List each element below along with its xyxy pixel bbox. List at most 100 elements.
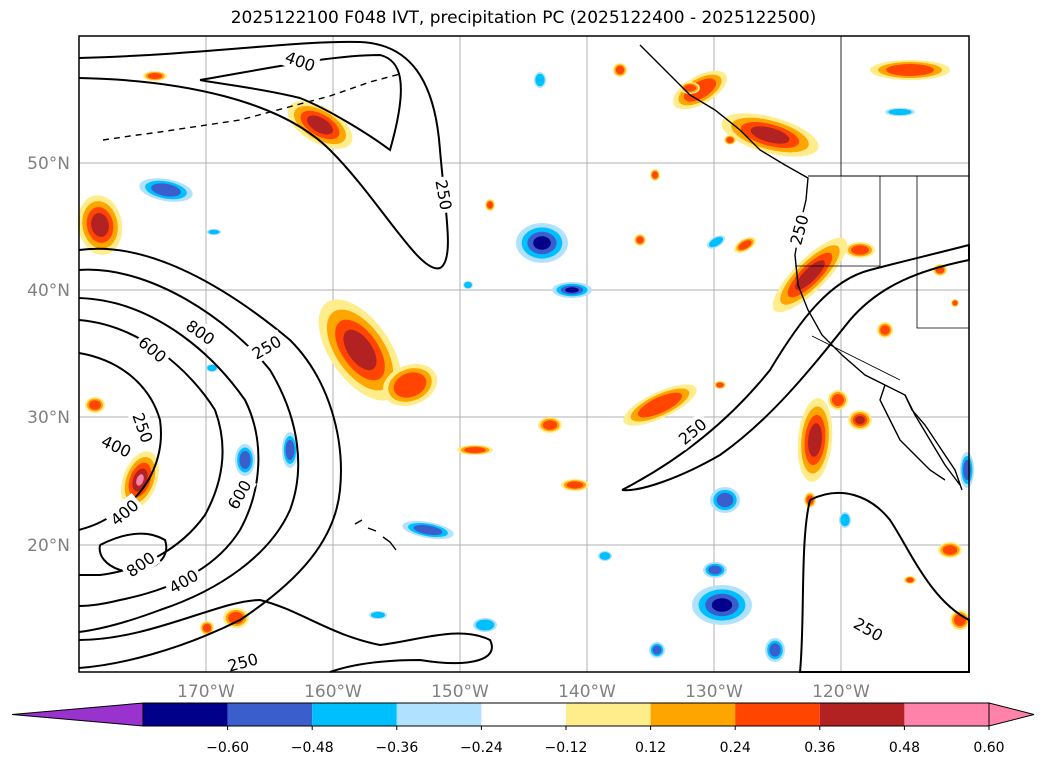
- positive-anomaly-blob-11-level-3: [808, 423, 822, 457]
- negative-anomaly-blob-16-level-1: [840, 513, 850, 527]
- positive-anomaly-blob-20-level-2: [738, 240, 752, 250]
- colorbar: [11, 702, 1035, 727]
- contour-label-bg-11: [222, 647, 263, 677]
- positive-anomaly-blob-1-level-2: [393, 372, 427, 398]
- contour-label-bg-7: [104, 493, 145, 532]
- positive-anomaly-blob-3-level-3: [91, 213, 109, 237]
- negative-anomaly-blob-3-level-2: [239, 451, 251, 469]
- lat-label-30n: 30°N: [27, 408, 70, 428]
- positive-anomaly-blob-10-level-2: [886, 64, 934, 76]
- positive-anomaly-blob-13-level-3: [855, 416, 865, 424]
- colorbar-tick-label-4: −0.12: [545, 740, 588, 756]
- negative-anomaly-blob-2-level-2: [151, 183, 181, 197]
- colorbar-swatch-7: [650, 703, 736, 726]
- positive-anomaly-blob-18-level-2: [542, 420, 558, 430]
- positive-anomaly-blob-35-level-2: [952, 300, 958, 306]
- negative-anomaly-blob-17-level-1: [599, 552, 611, 560]
- lon-label-160w: 160°W: [304, 682, 362, 702]
- lon-label-170w: 170°W: [177, 682, 235, 702]
- negative-anomaly-blob-11-level-1: [888, 108, 912, 116]
- negative-anomaly-blob-8-level-2: [716, 492, 734, 508]
- positive-anomaly-blob-23-level-2: [615, 65, 625, 75]
- colorbar-tick-label-0: −0.60: [206, 740, 249, 756]
- colorbar-swatch-8: [735, 703, 820, 726]
- colorbar-swatch-6: [566, 703, 651, 726]
- negative-anomaly-blob-6-level-2: [769, 643, 781, 657]
- positive-anomaly-blob-16-level-2: [89, 400, 101, 410]
- colorbar-tick-label-6: 0.24: [720, 740, 751, 756]
- colorbar-swatch-2: [227, 703, 313, 726]
- contour-label-bg-14: [847, 611, 890, 647]
- positive-anomaly-blob-29-level-2: [906, 577, 914, 583]
- positive-anomaly-blob-26-level-2: [147, 73, 163, 79]
- contour-250-north: [78, 40, 449, 270]
- positive-anomaly-blob-8-level-3: [750, 126, 790, 144]
- colorbar-tick-label-2: −0.36: [375, 740, 418, 756]
- border-oregon: [795, 176, 881, 267]
- lon-label-150w: 150°W: [431, 682, 489, 702]
- positive-anomaly-blob-6-level-2: [638, 392, 682, 418]
- positive-anomaly-blob-34-level-2: [652, 171, 658, 179]
- negative-anomaly-blob-21-level-1: [207, 364, 217, 372]
- negative-anomaly-blob-9-level-2: [708, 565, 722, 575]
- contour-label-bg-2: [180, 313, 222, 351]
- contour-label-bg-12: [672, 412, 713, 451]
- positive-anomaly-blob-14-level-2: [942, 545, 958, 555]
- colorbar-swatch-3: [312, 703, 397, 726]
- border-nevada-utah: [916, 176, 969, 329]
- contour-label-bg-1: [431, 175, 457, 215]
- lon-label-130w: 130°W: [685, 682, 743, 702]
- lat-label-50n: 50°N: [27, 154, 70, 174]
- lon-label-120w: 120°W: [812, 682, 870, 702]
- positive-anomaly-blob-21-level-2: [851, 245, 869, 255]
- negative-anomaly-blob-15-level-1: [208, 229, 220, 235]
- positive-anomaly-blob-7-level-3: [795, 260, 825, 290]
- hawaii-islands: [354, 519, 397, 551]
- contour-label-bg-3: [132, 330, 173, 369]
- contour-label-bg-13: [784, 209, 814, 250]
- colorbar-swatch-4: [396, 703, 482, 726]
- colorbar-extend-min: [11, 702, 144, 727]
- positive-anomaly-blob-22-level-2: [880, 325, 890, 335]
- positive-anomaly-blob-33-level-2: [726, 137, 734, 143]
- longitude-labels: 170°W 160°W 150°W 140°W 130°W 120°W: [177, 682, 870, 702]
- negative-anomaly-blob-20-level-1: [464, 281, 472, 289]
- contour-label-bg-10: [162, 563, 205, 599]
- colorbar-tick-label-3: −0.24: [460, 740, 503, 756]
- contour-label-bg-4: [245, 329, 288, 365]
- map-frame: [78, 35, 970, 673]
- negative-anomaly-blob-4-level-2: [285, 439, 295, 461]
- negative-anomaly-blob-1-level-3: [565, 287, 579, 293]
- colorbar-swatch-9: [819, 703, 905, 726]
- lon-label-140w: 140°W: [558, 682, 616, 702]
- colorbar-swatch-5: [481, 703, 566, 726]
- negative-anomaly-areas: [139, 72, 974, 662]
- colorbar-tick-label-5: 0.12: [635, 740, 666, 756]
- positive-anomaly-blob-19-level-2: [566, 481, 584, 489]
- coastline-north-america: [639, 44, 963, 491]
- coastlines: [102, 36, 969, 551]
- latitude-labels: 50°N 40°N 30°N 20°N: [27, 154, 70, 556]
- contour-400-inner: [78, 352, 162, 531]
- contour-label-bg-9: [119, 545, 161, 583]
- positive-anomaly-blob-28-level-2: [716, 382, 724, 388]
- negative-anomaly-blob-14-level-1: [708, 236, 724, 248]
- positive-anomaly-blob-4-level-4: [136, 474, 144, 486]
- contour-250-bottom: [78, 598, 493, 673]
- coastline-gulf: [904, 394, 961, 486]
- negative-anomaly-blob-7-level-2: [652, 645, 662, 655]
- positive-anomaly-blob-25-level-2: [636, 236, 644, 244]
- map-title: 2025122100 F048 IVT, precipitation PC (2…: [230, 8, 817, 28]
- contour-label-bg-5: [127, 407, 159, 448]
- negative-anomaly-blob-19-level-1: [475, 619, 495, 631]
- colorbar-tick-label-1: −0.48: [291, 740, 334, 756]
- contour-label-bg-0: [280, 45, 321, 77]
- colorbar-swatch-1: [143, 703, 228, 726]
- colorbar-tick-label-8: 0.48: [889, 740, 920, 756]
- colorbar-tick-label-7: 0.36: [804, 740, 835, 756]
- colorbar-extend-max: [988, 702, 1035, 727]
- contour-600-west: [78, 297, 260, 607]
- map-background: [79, 36, 969, 672]
- positive-anomaly-blob-32-level-2: [684, 84, 696, 92]
